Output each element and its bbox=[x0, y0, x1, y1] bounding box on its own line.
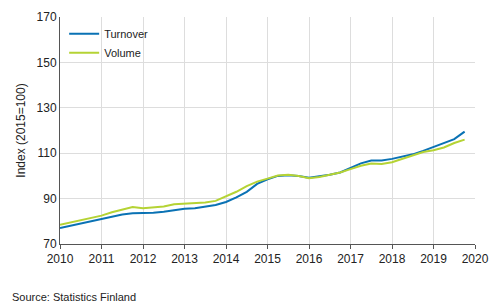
svg-text:Source: Statistics Finland: Source: Statistics Finland bbox=[12, 291, 136, 303]
svg-text:2010: 2010 bbox=[47, 252, 74, 266]
svg-text:2011: 2011 bbox=[89, 252, 115, 266]
svg-text:Volume: Volume bbox=[104, 47, 141, 59]
svg-text:2017: 2017 bbox=[337, 252, 364, 266]
svg-text:2019: 2019 bbox=[420, 252, 447, 266]
svg-text:2015: 2015 bbox=[254, 252, 281, 266]
svg-text:2014: 2014 bbox=[213, 252, 240, 266]
svg-text:2018: 2018 bbox=[379, 252, 406, 266]
svg-text:70: 70 bbox=[43, 237, 57, 251]
svg-text:110: 110 bbox=[37, 146, 56, 160]
svg-text:Index (2015=100): Index (2015=100) bbox=[14, 83, 28, 177]
svg-text:Turnover: Turnover bbox=[104, 28, 148, 40]
svg-text:170: 170 bbox=[37, 10, 57, 24]
svg-text:2016: 2016 bbox=[296, 252, 323, 266]
svg-text:2020: 2020 bbox=[462, 252, 489, 266]
svg-text:2013: 2013 bbox=[171, 252, 198, 266]
svg-text:90: 90 bbox=[43, 192, 57, 206]
svg-text:130: 130 bbox=[37, 101, 57, 115]
svg-text:2012: 2012 bbox=[130, 252, 157, 266]
svg-text:150: 150 bbox=[37, 56, 57, 70]
